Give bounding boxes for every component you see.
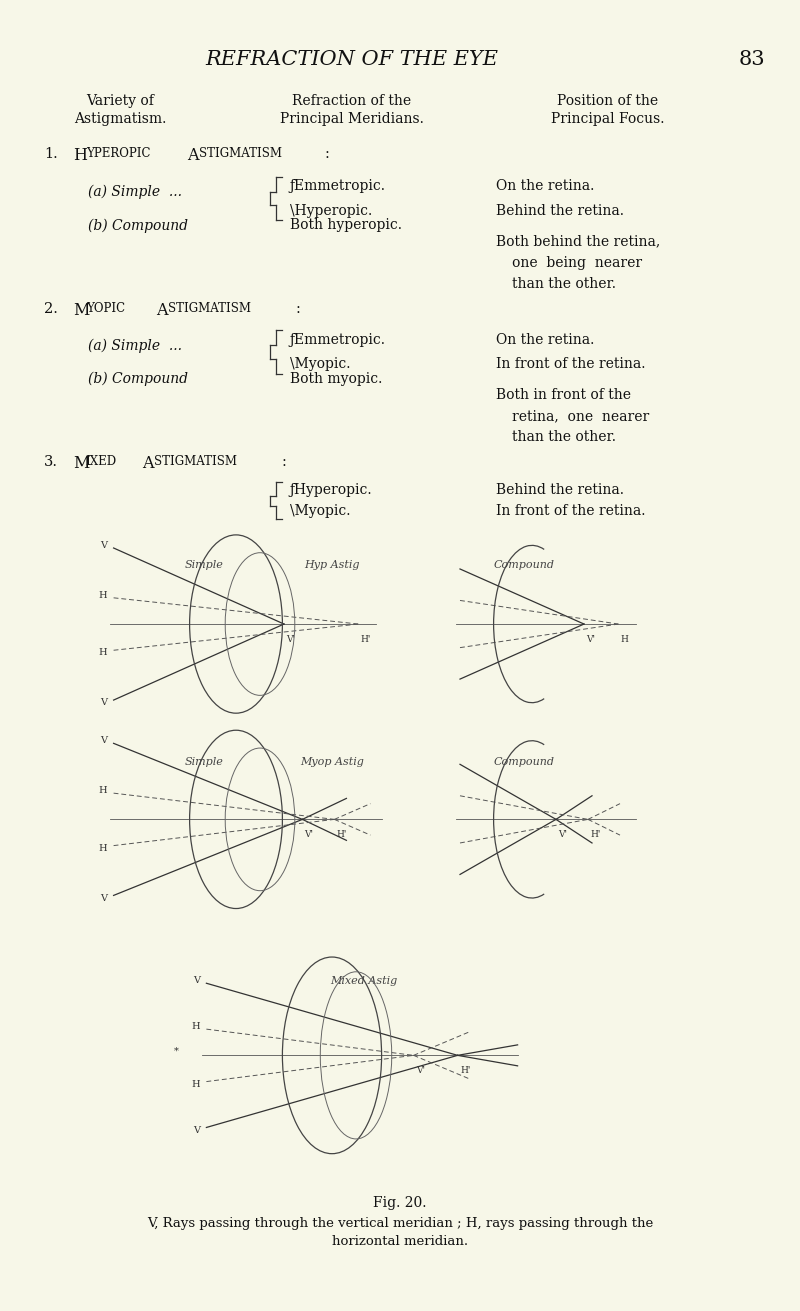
Text: 3.: 3. bbox=[44, 455, 58, 469]
Text: (a) Simple  ...: (a) Simple ... bbox=[88, 185, 182, 199]
Text: Both hyperopic.: Both hyperopic. bbox=[290, 219, 402, 232]
Text: \Myopic.: \Myopic. bbox=[290, 505, 350, 518]
Text: H: H bbox=[98, 591, 107, 599]
Text: M: M bbox=[74, 302, 90, 319]
Text: H: H bbox=[98, 649, 107, 657]
Text: Compound: Compound bbox=[494, 756, 554, 767]
Text: YPEROPIC: YPEROPIC bbox=[86, 147, 150, 160]
Text: V, Rays passing through the vertical meridian ; H, rays passing through the
hori: V, Rays passing through the vertical mer… bbox=[147, 1217, 653, 1248]
Text: On the retina.: On the retina. bbox=[496, 180, 594, 193]
Text: (b) Compound: (b) Compound bbox=[88, 219, 188, 232]
Text: :: : bbox=[325, 147, 330, 161]
Text: YOPIC: YOPIC bbox=[86, 302, 125, 315]
Text: (b) Compound: (b) Compound bbox=[88, 372, 188, 385]
Text: In front of the retina.: In front of the retina. bbox=[496, 358, 646, 371]
Text: A: A bbox=[187, 147, 198, 164]
Text: V: V bbox=[100, 699, 107, 707]
Text: V: V bbox=[193, 977, 200, 985]
Text: Behind the retina.: Behind the retina. bbox=[496, 484, 624, 497]
Text: V': V' bbox=[286, 635, 295, 644]
Text: A: A bbox=[156, 302, 167, 319]
Text: Hyp Astig: Hyp Astig bbox=[304, 560, 360, 570]
Text: ƒEmmetropic.: ƒEmmetropic. bbox=[290, 180, 386, 193]
Text: IXED: IXED bbox=[86, 455, 117, 468]
Text: H: H bbox=[191, 1023, 200, 1030]
Text: (a) Simple  ...: (a) Simple ... bbox=[88, 338, 182, 353]
Text: Position of the
Principal Focus.: Position of the Principal Focus. bbox=[551, 94, 665, 126]
Text: H': H' bbox=[337, 830, 347, 839]
Text: retina,  one  nearer: retina, one nearer bbox=[512, 409, 650, 423]
Text: V: V bbox=[100, 541, 107, 549]
Text: V': V' bbox=[586, 635, 595, 644]
Text: V: V bbox=[100, 737, 107, 745]
Text: H': H' bbox=[460, 1066, 470, 1075]
Text: *: * bbox=[174, 1047, 178, 1055]
Text: 1.: 1. bbox=[44, 147, 58, 161]
Text: H': H' bbox=[361, 635, 371, 644]
Text: than the other.: than the other. bbox=[512, 277, 616, 291]
Text: H: H bbox=[98, 787, 107, 794]
Text: ƒEmmetropic.: ƒEmmetropic. bbox=[290, 333, 386, 346]
Text: Simple: Simple bbox=[185, 560, 223, 570]
Text: Refraction of the
Principal Meridians.: Refraction of the Principal Meridians. bbox=[280, 94, 424, 126]
Text: M: M bbox=[74, 455, 90, 472]
Text: V': V' bbox=[416, 1066, 425, 1075]
Text: :: : bbox=[295, 302, 300, 316]
Text: V': V' bbox=[558, 830, 566, 839]
Text: In front of the retina.: In front of the retina. bbox=[496, 505, 646, 518]
Text: \Hyperopic.: \Hyperopic. bbox=[290, 205, 372, 218]
Text: A: A bbox=[142, 455, 154, 472]
Text: H': H' bbox=[590, 830, 601, 839]
Text: Variety of
Astigmatism.: Variety of Astigmatism. bbox=[74, 94, 166, 126]
Text: Both behind the retina,: Both behind the retina, bbox=[496, 235, 660, 249]
Text: Simple: Simple bbox=[185, 756, 223, 767]
Text: :: : bbox=[282, 455, 286, 469]
Text: STIGMATISM: STIGMATISM bbox=[199, 147, 282, 160]
Text: Fig. 20.: Fig. 20. bbox=[374, 1196, 426, 1210]
Text: ƒHyperopic.: ƒHyperopic. bbox=[290, 484, 372, 497]
Text: 2.: 2. bbox=[44, 302, 58, 316]
Text: Behind the retina.: Behind the retina. bbox=[496, 205, 624, 218]
Text: STIGMATISM: STIGMATISM bbox=[154, 455, 238, 468]
Text: V: V bbox=[100, 894, 107, 902]
Text: Compound: Compound bbox=[494, 560, 554, 570]
Text: 83: 83 bbox=[738, 50, 766, 68]
Text: than the other.: than the other. bbox=[512, 430, 616, 444]
Text: H: H bbox=[621, 635, 629, 644]
Text: Both myopic.: Both myopic. bbox=[290, 372, 382, 385]
Text: V': V' bbox=[304, 830, 313, 839]
Text: Mixed Astig: Mixed Astig bbox=[330, 975, 398, 986]
Text: H: H bbox=[191, 1080, 200, 1088]
Text: STIGMATISM: STIGMATISM bbox=[168, 302, 251, 315]
Text: Both in front of the: Both in front of the bbox=[496, 388, 631, 402]
Text: one  being  nearer: one being nearer bbox=[512, 256, 642, 270]
Text: Myop Astig: Myop Astig bbox=[300, 756, 364, 767]
Text: \Myopic.: \Myopic. bbox=[290, 358, 350, 371]
Text: REFRACTION OF THE EYE: REFRACTION OF THE EYE bbox=[206, 50, 498, 68]
Text: H: H bbox=[74, 147, 88, 164]
Text: H: H bbox=[98, 844, 107, 852]
Text: V: V bbox=[193, 1126, 200, 1134]
Text: On the retina.: On the retina. bbox=[496, 333, 594, 346]
